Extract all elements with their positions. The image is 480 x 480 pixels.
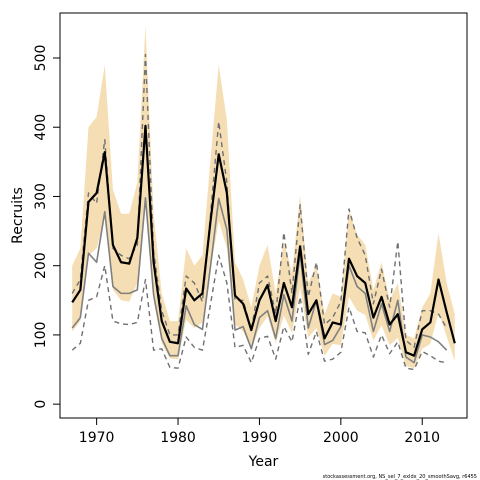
- x-tick-label: 1980: [160, 430, 196, 446]
- y-axis: 0 100 200 300 400 500: [33, 45, 61, 409]
- x-tick-label: 1990: [242, 430, 278, 446]
- y-axis-title: Recruits: [10, 187, 26, 244]
- x-tick-label: 2000: [323, 430, 359, 446]
- x-tick-label: 2010: [404, 430, 440, 446]
- aux-lower-dashed-line: [71, 254, 447, 371]
- confidence-band: [72, 25, 455, 369]
- y-tick-label: 400: [33, 114, 49, 141]
- x-tick-label: 1970: [79, 430, 115, 446]
- y-tick-label: 0: [33, 400, 49, 409]
- plot-area: [59, 12, 468, 419]
- y-tick-label: 100: [33, 322, 49, 349]
- y-tick-label: 200: [33, 252, 49, 279]
- footnote: stockassessment.org, NS_sel_7_exldx_20_s…: [323, 474, 477, 480]
- x-axis: 1970 1980 1990 2000 2010: [79, 417, 440, 446]
- recruits-estimate-line: [71, 124, 456, 357]
- y-tick-label: 500: [33, 45, 49, 72]
- x-axis-title: Year: [248, 454, 279, 470]
- series-lines: [71, 53, 456, 371]
- y-tick-label: 300: [33, 183, 49, 210]
- aux-estimate-line: [71, 197, 448, 364]
